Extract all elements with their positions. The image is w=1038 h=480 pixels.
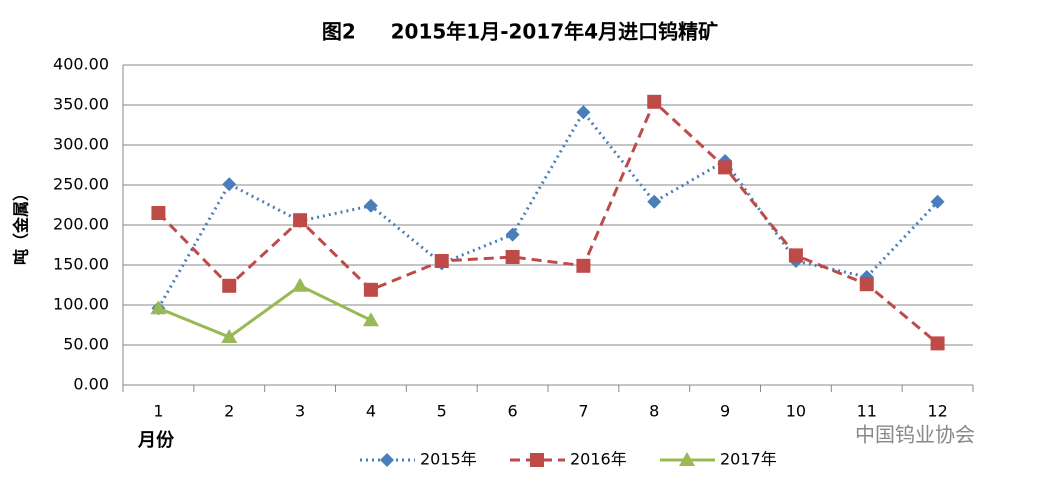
series-line xyxy=(157,284,372,339)
x-tick-label: 11 xyxy=(857,402,877,421)
marker xyxy=(363,198,378,213)
x-tick-label: 7 xyxy=(578,402,588,421)
marker xyxy=(222,278,237,293)
x-axis-label: 月份 xyxy=(137,429,175,451)
marker xyxy=(576,105,591,120)
x-tick-label: 3 xyxy=(295,402,305,421)
x-tick-label: 6 xyxy=(507,402,517,421)
y-tick-label: 300.00 xyxy=(53,135,109,154)
watermark: 中国钨业协会 xyxy=(855,423,975,447)
legend-label: 2017年 xyxy=(720,450,777,469)
x-tick-label: 9 xyxy=(720,402,730,421)
marker xyxy=(930,194,945,209)
legend-marker xyxy=(679,452,695,466)
marker xyxy=(647,94,662,109)
marker xyxy=(576,258,591,273)
legend-marker xyxy=(530,453,544,467)
marker xyxy=(363,282,378,297)
y-tick-label: 400.00 xyxy=(53,55,109,74)
x-tick-label: 10 xyxy=(786,402,806,421)
x-tick-label: 1 xyxy=(153,402,163,421)
marker xyxy=(362,312,379,327)
y-tick-label: 250.00 xyxy=(53,175,109,194)
marker xyxy=(718,160,733,175)
marker xyxy=(221,329,238,343)
marker xyxy=(151,206,166,220)
y-tick-label: 0.00 xyxy=(73,375,109,394)
x-tick-label: 4 xyxy=(366,402,376,421)
marker xyxy=(505,250,520,264)
x-tick-label: 5 xyxy=(437,402,447,421)
marker xyxy=(859,277,874,292)
legend-label: 2015年 xyxy=(420,450,477,469)
x-tick-label: 2 xyxy=(224,402,234,421)
y-tick-label: 350.00 xyxy=(53,95,109,114)
legend-marker xyxy=(380,453,394,467)
marker xyxy=(647,194,662,209)
marker xyxy=(293,213,308,228)
marker xyxy=(930,336,945,351)
marker xyxy=(292,277,309,292)
y-tick-label: 100.00 xyxy=(53,295,109,314)
marker xyxy=(150,300,167,315)
series-line xyxy=(157,99,939,345)
marker xyxy=(505,227,520,242)
chart-title: 图2 2015年1月-2017年4月进口钨精矿 xyxy=(322,20,718,44)
y-tick-label: 200.00 xyxy=(53,215,109,234)
x-tick-label: 12 xyxy=(927,402,947,421)
x-tick-label: 8 xyxy=(649,402,659,421)
marker xyxy=(222,177,237,192)
y-tick-label: 150.00 xyxy=(53,255,109,274)
y-tick-label: 50.00 xyxy=(63,335,109,354)
y-axis-label: 吨（金属） xyxy=(12,185,31,265)
marker xyxy=(788,248,803,263)
legend-label: 2016年 xyxy=(570,450,627,469)
marker xyxy=(434,254,449,268)
